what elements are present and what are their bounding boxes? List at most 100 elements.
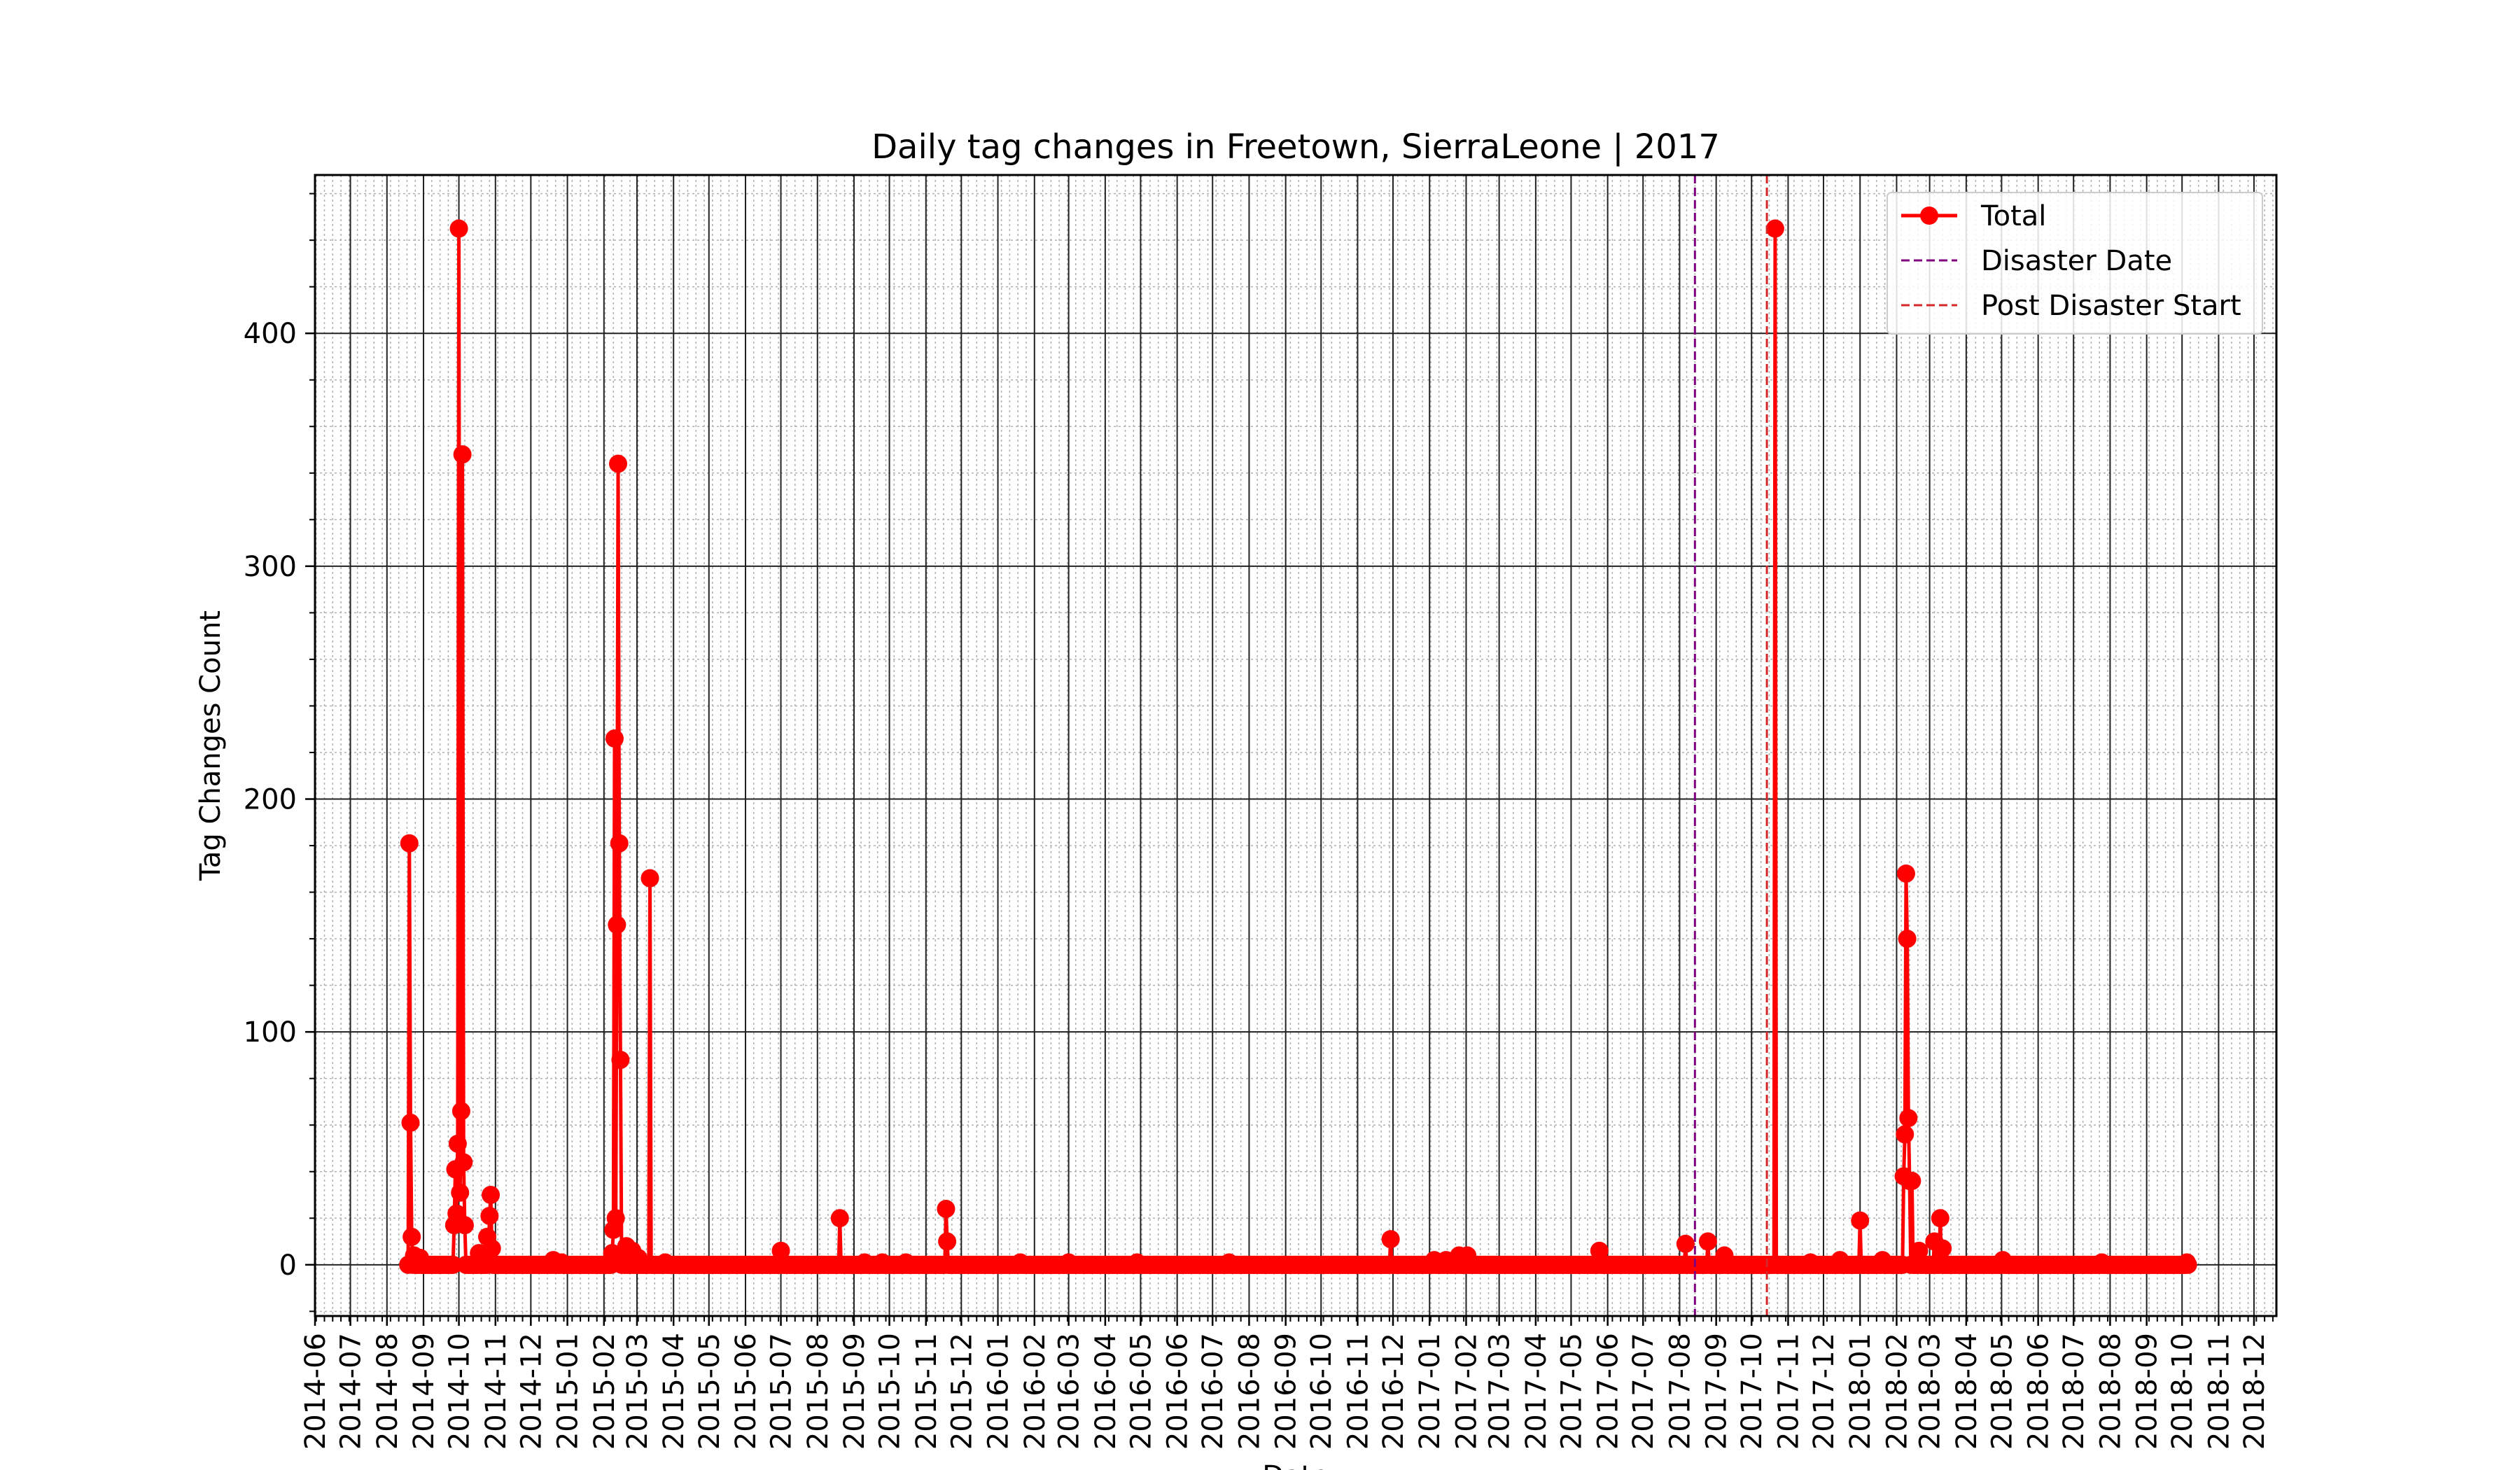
- x-tick-label: 2018-04: [1951, 1333, 1983, 1450]
- x-tick-label: 2017-09: [1701, 1333, 1733, 1450]
- data-point: [482, 1239, 501, 1258]
- data-point: [608, 916, 626, 934]
- x-tick-label: 2014-10: [444, 1333, 476, 1450]
- data-point: [482, 1186, 500, 1205]
- data-point: [1590, 1241, 1609, 1260]
- minor-grid: [315, 175, 2276, 1316]
- x-tick-label: 2017-01: [1414, 1333, 1446, 1450]
- y-tick-label: 0: [279, 1250, 297, 1282]
- data-point: [448, 1134, 467, 1153]
- data-point: [1910, 1241, 1928, 1260]
- data-point: [609, 454, 628, 473]
- x-tick-label: 2017-03: [1484, 1333, 1516, 1450]
- data-point: [830, 1209, 849, 1228]
- data-point: [1765, 219, 1784, 238]
- x-tick-label: 2018-07: [2058, 1333, 2090, 1450]
- x-tick-label: 2017-08: [1664, 1333, 1696, 1450]
- chart-title: Daily tag changes in Freetown, SierraLeo…: [872, 127, 1720, 167]
- x-tick-label: 2014-11: [480, 1333, 512, 1450]
- x-tick-label: 2016-06: [1162, 1333, 1194, 1450]
- data-point: [401, 1113, 420, 1132]
- data-point: [444, 1255, 463, 1274]
- x-tick-label: 2018-08: [2094, 1333, 2127, 1450]
- x-tick-label: 2015-08: [802, 1333, 834, 1450]
- data-point: [402, 1227, 421, 1246]
- data-point: [451, 1183, 470, 1202]
- major-grid: [314, 175, 2276, 1316]
- x-tick-label: 2018-05: [1986, 1333, 2018, 1450]
- x-tick-label: 2017-02: [1450, 1333, 1483, 1450]
- vertical-lines: [1693, 175, 1768, 1316]
- x-tick-label: 2014-12: [515, 1333, 547, 1450]
- axis-ticks: 2014-06 2014-07 2014-08 2014-09 2014-10 2014-…: [244, 192, 2274, 1450]
- data-point: [1698, 1232, 1717, 1251]
- y-tick-label: 300: [244, 551, 297, 583]
- data-point: [610, 834, 629, 853]
- x-tick-label: 2017-12: [1808, 1333, 1840, 1450]
- x-tick-label: 2016-01: [983, 1333, 1015, 1450]
- y-tick-label: 400: [244, 318, 297, 350]
- x-tick-label: 2014-09: [408, 1333, 440, 1450]
- data-point: [455, 1216, 474, 1235]
- y-axis-label: Tag Changes Count: [195, 610, 227, 881]
- legend-post-disaster-label: Post Disaster Start: [1981, 290, 2241, 322]
- x-tick-label: 2016-02: [1019, 1333, 1051, 1450]
- x-tick-label: 2016-05: [1125, 1333, 1157, 1450]
- series-layer: [399, 219, 2197, 1274]
- x-tick-label: 2015-06: [730, 1333, 762, 1450]
- legend-total-marker: [1920, 206, 1938, 225]
- x-tick-label: 2018-06: [2023, 1333, 2055, 1450]
- x-tick-label: 2017-05: [1555, 1333, 1588, 1450]
- data-point: [1903, 1172, 1921, 1191]
- x-tick-label: 2018-02: [1881, 1333, 1913, 1450]
- data-point: [937, 1199, 955, 1218]
- legend-disaster-label: Disaster Date: [1981, 245, 2172, 277]
- data-point: [1931, 1209, 1949, 1228]
- x-tick-label: 2016-07: [1197, 1333, 1229, 1450]
- x-axis-label: Date: [1262, 1460, 1329, 1470]
- data-point: [771, 1241, 790, 1260]
- x-tick-label: 2014-08: [372, 1333, 404, 1450]
- data-point: [480, 1206, 499, 1225]
- data-point: [1851, 1211, 1870, 1230]
- data-point: [1899, 1109, 1918, 1128]
- x-tick-label: 2015-10: [874, 1333, 906, 1450]
- x-tick-label: 2015-11: [911, 1333, 943, 1450]
- x-tick-label: 2014-07: [335, 1333, 368, 1450]
- y-tick-label: 100: [244, 1016, 297, 1049]
- x-tick-label: 2018-11: [2203, 1333, 2235, 1450]
- x-tick-label: 2015-04: [658, 1333, 690, 1450]
- data-point: [640, 869, 659, 888]
- data-point: [1898, 930, 1917, 948]
- x-tick-label: 2017-07: [1628, 1333, 1660, 1450]
- x-tick-label: 2016-10: [1306, 1333, 1338, 1450]
- data-point: [2178, 1255, 2197, 1274]
- y-tick-label: 200: [244, 784, 297, 816]
- x-tick-label: 2017-11: [1772, 1333, 1805, 1450]
- x-tick-label: 2016-08: [1233, 1333, 1266, 1450]
- x-tick-label: 2015-01: [552, 1333, 584, 1450]
- data-point: [453, 445, 472, 464]
- x-tick-label: 2018-10: [2166, 1333, 2199, 1450]
- data-point: [449, 219, 468, 238]
- data-point: [605, 729, 624, 748]
- x-tick-label: 2017-10: [1736, 1333, 1768, 1450]
- x-tick-label: 2015-09: [839, 1333, 871, 1450]
- x-tick-label: 2018-09: [2132, 1333, 2164, 1450]
- data-point: [1896, 864, 1915, 883]
- data-point: [1933, 1239, 1952, 1258]
- x-tick-label: 2015-02: [589, 1333, 621, 1450]
- x-tick-label: 2016-09: [1270, 1333, 1303, 1450]
- x-tick-label: 2015-05: [694, 1333, 726, 1450]
- data-point: [1676, 1234, 1695, 1253]
- data-point: [1381, 1230, 1400, 1249]
- x-tick-label: 2016-03: [1054, 1333, 1086, 1450]
- data-point: [606, 1209, 625, 1228]
- data-point: [451, 1102, 470, 1121]
- x-tick-label: 2015-03: [622, 1333, 654, 1450]
- legend-box: [1886, 192, 2263, 335]
- x-tick-label: 2015-07: [766, 1333, 798, 1450]
- x-tick-label: 2017-04: [1520, 1333, 1553, 1450]
- x-tick-label: 2015-12: [946, 1333, 978, 1450]
